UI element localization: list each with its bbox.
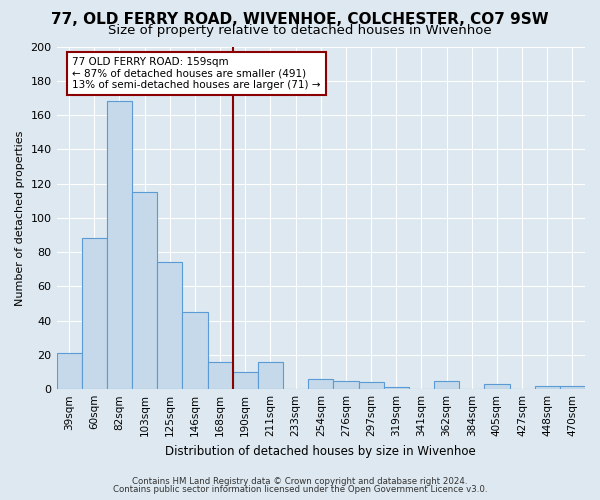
Bar bbox=[434, 380, 459, 389]
Bar bbox=[107, 102, 132, 389]
Bar bbox=[560, 386, 585, 389]
Bar bbox=[208, 362, 233, 389]
Bar bbox=[334, 380, 359, 389]
Bar bbox=[233, 372, 258, 389]
Bar bbox=[308, 379, 334, 389]
Text: Size of property relative to detached houses in Wivenhoe: Size of property relative to detached ho… bbox=[108, 24, 492, 37]
Bar bbox=[383, 388, 409, 389]
Bar bbox=[56, 353, 82, 389]
Bar bbox=[182, 312, 208, 389]
Bar bbox=[484, 384, 509, 389]
Bar bbox=[157, 262, 182, 389]
Bar bbox=[359, 382, 383, 389]
Text: 77 OLD FERRY ROAD: 159sqm
← 87% of detached houses are smaller (491)
13% of semi: 77 OLD FERRY ROAD: 159sqm ← 87% of detac… bbox=[73, 57, 321, 90]
Bar bbox=[82, 238, 107, 389]
Bar bbox=[132, 192, 157, 389]
Bar bbox=[535, 386, 560, 389]
Text: Contains public sector information licensed under the Open Government Licence v3: Contains public sector information licen… bbox=[113, 485, 487, 494]
Text: 77, OLD FERRY ROAD, WIVENHOE, COLCHESTER, CO7 9SW: 77, OLD FERRY ROAD, WIVENHOE, COLCHESTER… bbox=[51, 12, 549, 26]
X-axis label: Distribution of detached houses by size in Wivenhoe: Distribution of detached houses by size … bbox=[166, 444, 476, 458]
Text: Contains HM Land Registry data © Crown copyright and database right 2024.: Contains HM Land Registry data © Crown c… bbox=[132, 477, 468, 486]
Bar bbox=[258, 362, 283, 389]
Y-axis label: Number of detached properties: Number of detached properties bbox=[15, 130, 25, 306]
